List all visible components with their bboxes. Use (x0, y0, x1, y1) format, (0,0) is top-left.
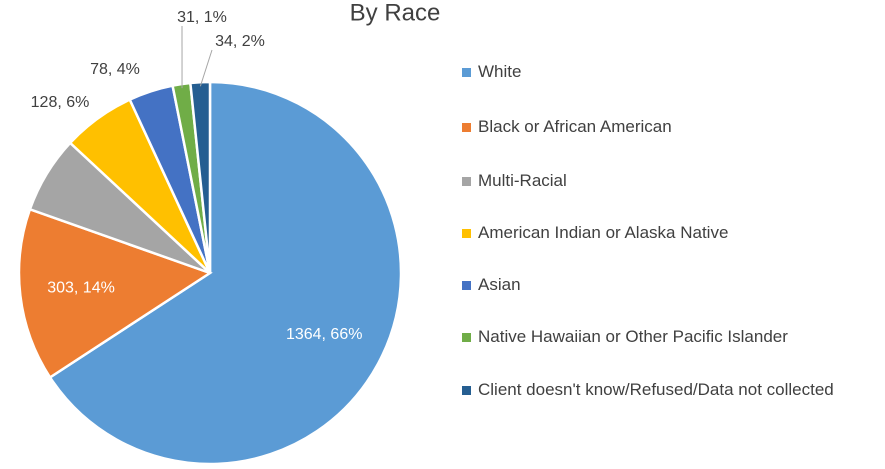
legend-label: Native Hawaiian or Other Pacific Islande… (478, 327, 788, 346)
data-label: 303, 14% (47, 280, 115, 297)
legend-entry: Native Hawaiian or Other Pacific Islande… (462, 325, 882, 349)
pie-slice (48, 80, 403, 466)
chart-title: By Race (350, 0, 441, 26)
legend-label: Multi-Racial (478, 171, 567, 190)
legend-swatch (462, 123, 471, 132)
legend-entry: Black or African American (462, 115, 882, 139)
legend-label: Asian (478, 275, 521, 294)
legend-swatch (462, 229, 471, 238)
legend-entry: American Indian or Alaska Native (462, 221, 882, 245)
data-label: 78, 4% (90, 61, 140, 78)
pie-slice (188, 80, 212, 274)
leader-line (199, 49, 213, 87)
data-label: 1364, 66% (286, 326, 363, 343)
legend-label: Black or African American (478, 117, 672, 136)
legend-entry: Client doesn't know/Refused/Data not col… (462, 378, 882, 402)
legend-swatch (462, 386, 471, 395)
data-label: 34, 2% (215, 33, 265, 50)
data-label: 31, 1% (177, 9, 227, 26)
pie-slice (17, 207, 213, 380)
legend-label: White (478, 62, 522, 81)
legend-swatch (462, 177, 471, 186)
legend-entry: White (462, 60, 882, 84)
legend-entry: Asian (462, 273, 882, 297)
legend-swatch (462, 68, 471, 77)
legend-swatch (462, 333, 471, 342)
legend-swatch (462, 281, 471, 290)
legend-entry: Multi-Racial (462, 169, 882, 193)
legend-label: Client doesn't know/Refused/Data not col… (478, 380, 834, 399)
data-label: 128, 6% (31, 94, 90, 111)
legend-label: American Indian or Alaska Native (478, 223, 729, 242)
